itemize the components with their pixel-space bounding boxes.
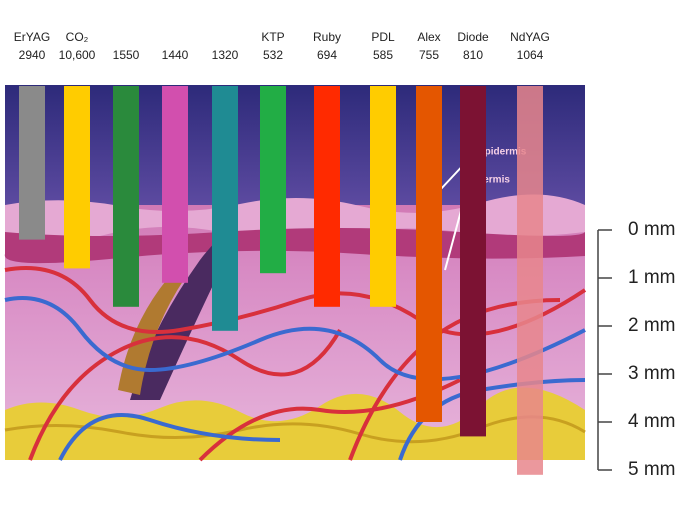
skin-illustration	[4, 85, 587, 462]
annotation: Epidermis	[478, 147, 527, 158]
laser-name: Diode	[457, 30, 489, 44]
laser-bar	[113, 86, 139, 307]
laser-bar	[64, 86, 90, 269]
laser-bar	[19, 86, 45, 240]
wavelength: 2940	[19, 48, 46, 62]
laser-name: CO₂	[66, 30, 89, 44]
laser-name: ErYAG	[14, 30, 50, 44]
scale-label: 2 mm	[628, 315, 676, 336]
scale-label: 0 mm	[628, 219, 676, 240]
laser-bar	[212, 86, 238, 331]
scale-label: 4 mm	[628, 411, 676, 432]
laser-bar	[416, 86, 442, 422]
laser-name: Ruby	[313, 30, 341, 44]
wavelength: 1440	[162, 48, 189, 62]
scale-label: 3 mm	[628, 363, 676, 384]
laser-bar	[517, 86, 543, 475]
laser-bar	[162, 86, 188, 283]
wavelength: 1550	[113, 48, 140, 62]
laser-name: Alex	[417, 30, 440, 44]
scale-label: 1 mm	[628, 267, 676, 288]
laser-name: KTP	[261, 30, 284, 44]
laser-name: NdYAG	[510, 30, 550, 44]
laser-name: PDL	[371, 30, 395, 44]
wavelength: 1320	[212, 48, 239, 62]
wavelength: 532	[263, 48, 283, 62]
scale-label: 5 mm	[628, 459, 676, 480]
laser-bar	[314, 86, 340, 307]
wavelength: 694	[317, 48, 337, 62]
wavelength: 1064	[517, 48, 544, 62]
wavelength: 755	[419, 48, 439, 62]
annotation: Dermis	[476, 175, 510, 186]
wavelength: 10,600	[59, 48, 96, 62]
wavelength: 585	[373, 48, 393, 62]
laser-bar	[370, 86, 396, 307]
laser-bar	[460, 86, 486, 437]
wavelength: 810	[463, 48, 483, 62]
laser-bar	[260, 86, 286, 274]
